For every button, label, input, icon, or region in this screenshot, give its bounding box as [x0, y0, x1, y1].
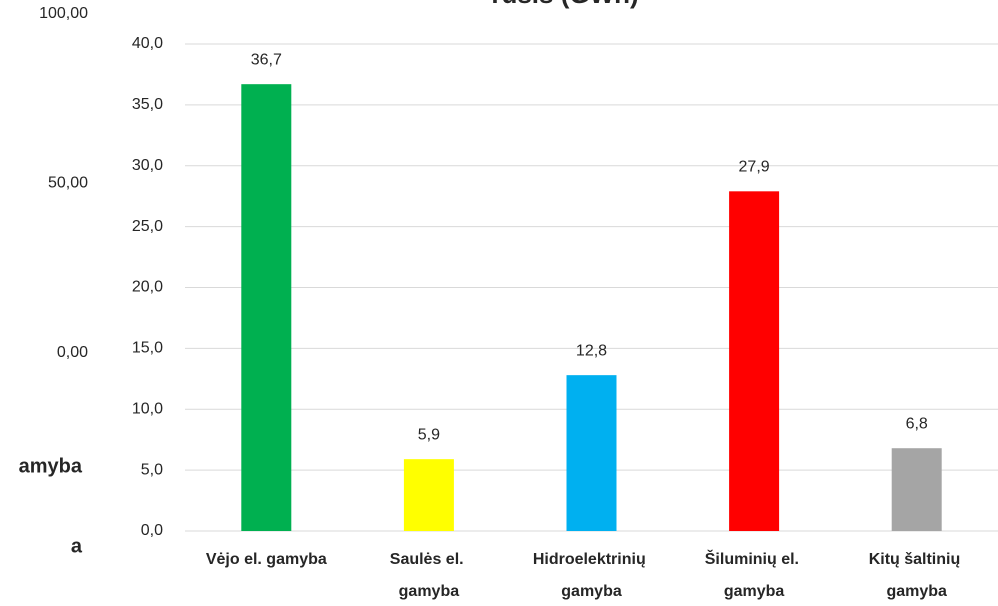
data-label: 27,9	[739, 159, 770, 176]
data-label: 36,7	[251, 51, 282, 68]
x-tick-label-line: gamyba	[886, 583, 947, 600]
x-tick-label-line: gamyba	[399, 583, 460, 600]
x-tick-label: Šiluminių el. gamyba	[705, 549, 804, 600]
x-tick-label-line: gamyba	[561, 583, 622, 600]
bar	[566, 375, 617, 531]
y-tick-label: 30,0	[132, 157, 163, 174]
y-tick-label: 10,0	[132, 400, 163, 417]
x-tick-label-line: Hidroelektrinių	[533, 551, 650, 568]
chart-title: rūšis (GWh)	[491, 0, 638, 9]
data-label: 12,8	[576, 342, 607, 359]
y-tick-label: 15,0	[132, 340, 163, 357]
x-tick-label-line: Šiluminių el.	[705, 549, 804, 568]
x-tick-label: Hidroelektrinių gamyba	[533, 551, 650, 600]
x-tick-label: Vėjo el. gamyba	[206, 551, 327, 568]
x-tick-label-line: Saulės el.	[390, 551, 468, 568]
background-tick-label: 50,00	[48, 175, 88, 192]
x-tick-label: Saulės el. gamyba	[390, 551, 468, 600]
x-tick-label-line: gamyba	[724, 583, 785, 600]
background-tick-label: 0,00	[57, 344, 88, 361]
y-tick-label: 0,0	[141, 522, 163, 539]
data-label: 6,8	[906, 415, 928, 432]
background-category-label: amyba	[19, 455, 83, 477]
background-tick-label: 100,00	[39, 5, 88, 22]
y-tick-label: 35,0	[132, 96, 163, 113]
y-tick-label: 5,0	[141, 461, 163, 478]
y-tick-label: 20,0	[132, 279, 163, 296]
background-category-label: a	[71, 535, 83, 557]
y-tick-label: 25,0	[132, 218, 163, 235]
bar	[241, 84, 292, 532]
bar	[729, 191, 780, 531]
bar	[403, 459, 454, 531]
data-label: 5,9	[418, 426, 440, 443]
bar	[891, 448, 942, 531]
x-tick-label-line: Kitų šaltinių	[869, 551, 965, 568]
y-tick-label: 40,0	[132, 35, 163, 52]
x-tick-label: Kitų šaltinių gamyba	[869, 551, 965, 600]
